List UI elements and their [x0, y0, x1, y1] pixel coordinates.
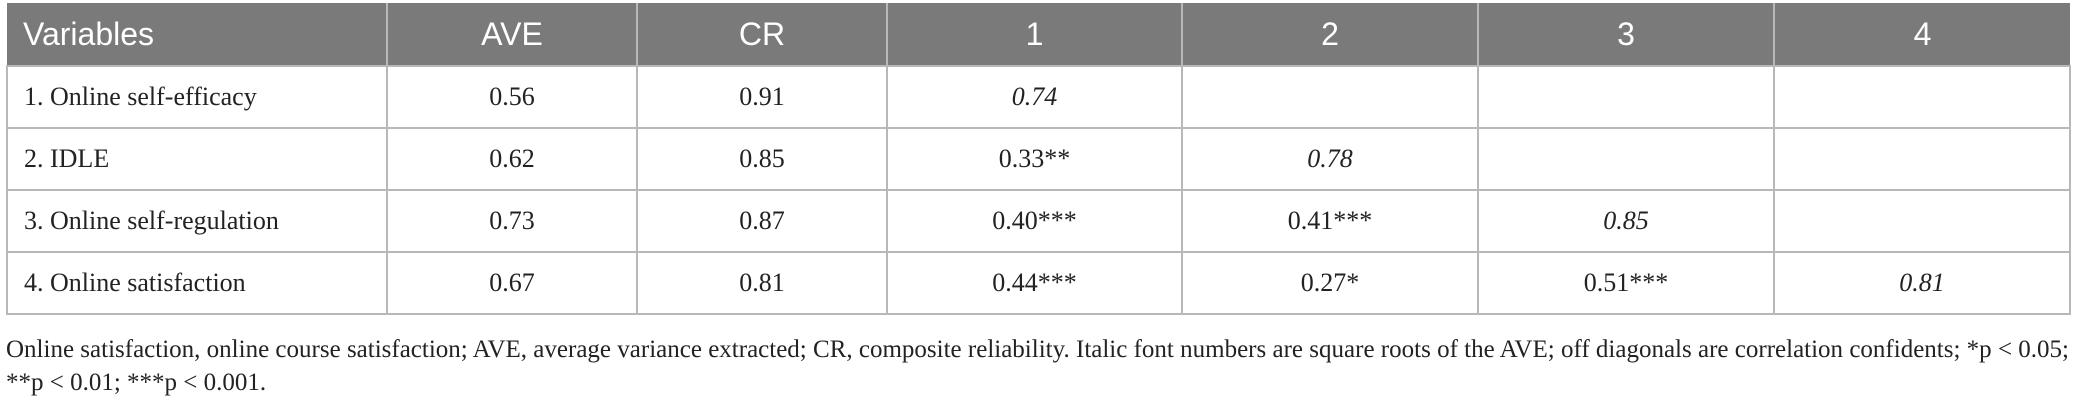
diagonal-cell: 0.81 [1773, 251, 2071, 315]
correlation-table: Variables AVE CR 1 2 3 4 1. Online self-… [6, 3, 2071, 315]
header-variables: Variables [7, 3, 387, 66]
variable-cell: 4. Online satisfaction [6, 251, 388, 315]
cr-cell: 0.85 [636, 127, 888, 191]
correlation-cell: 0.40*** [886, 189, 1183, 253]
correlation-cell: 0.44*** [886, 251, 1183, 315]
cr-cell: 0.87 [636, 189, 888, 253]
ave-cell: 0.67 [386, 251, 638, 315]
empty-cell [1773, 65, 2071, 129]
header-col-2: 2 [1181, 3, 1478, 66]
correlation-cell: 0.41*** [1181, 189, 1479, 253]
ave-cell: 0.62 [386, 127, 638, 191]
variable-cell: 1. Online self-efficacy [6, 65, 388, 129]
table-row: 1. Online self-efficacy 0.56 0.91 0.74 [6, 65, 2071, 129]
correlation-table-container: Variables AVE CR 1 2 3 4 1. Online self-… [6, 3, 2071, 315]
table-row: 2. IDLE 0.62 0.85 0.33** 0.78 [6, 127, 2071, 191]
empty-cell [1773, 189, 2071, 253]
header-ave: AVE [386, 3, 637, 66]
ave-cell: 0.73 [386, 189, 638, 253]
header-col-1: 1 [886, 3, 1182, 66]
cr-cell: 0.91 [636, 65, 888, 129]
cr-cell: 0.81 [636, 251, 888, 315]
variable-cell: 2. IDLE [6, 127, 388, 191]
correlation-cell: 0.51*** [1477, 251, 1775, 315]
header-cr: CR [636, 3, 887, 66]
empty-cell [1477, 65, 1775, 129]
table-row: 3. Online self-regulation 0.73 0.87 0.40… [6, 189, 2071, 253]
empty-cell [1773, 127, 2071, 191]
diagonal-cell: 0.78 [1181, 127, 1479, 191]
ave-cell: 0.56 [386, 65, 638, 129]
empty-cell [1181, 65, 1479, 129]
header-col-4: 4 [1773, 3, 2070, 66]
correlation-cell: 0.27* [1181, 251, 1479, 315]
correlation-cell: 0.33** [886, 127, 1183, 191]
diagonal-cell: 0.85 [1477, 189, 1775, 253]
empty-cell [1477, 127, 1775, 191]
variable-cell: 3. Online self-regulation [6, 189, 388, 253]
header-row: Variables AVE CR 1 2 3 4 [7, 3, 2070, 66]
diagonal-cell: 0.74 [886, 65, 1183, 129]
table-row: 4. Online satisfaction 0.67 0.81 0.44***… [6, 251, 2071, 315]
header-col-3: 3 [1477, 3, 1774, 66]
table-footnote: Online satisfaction, online course satis… [6, 336, 2069, 396]
